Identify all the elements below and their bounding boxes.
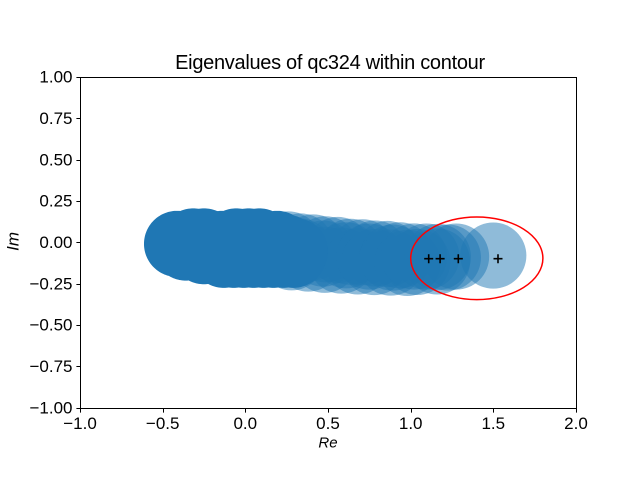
svg-text:2.0: 2.0 — [564, 414, 588, 433]
svg-text:0.50: 0.50 — [39, 150, 72, 169]
svg-text:Re: Re — [318, 435, 337, 452]
svg-text:0.00: 0.00 — [39, 233, 72, 252]
svg-text:−1.00: −1.00 — [29, 398, 72, 417]
svg-text:0.75: 0.75 — [39, 109, 72, 128]
svg-text:0.0: 0.0 — [233, 414, 257, 433]
svg-text:Eigenvalues of qc324 within co: Eigenvalues of qc324 within contour — [175, 52, 485, 74]
svg-text:0.25: 0.25 — [39, 192, 72, 211]
svg-text:−0.5: −0.5 — [146, 414, 180, 433]
svg-text:−0.25: −0.25 — [29, 274, 72, 293]
svg-text:−0.50: −0.50 — [29, 316, 72, 335]
svg-text:1.00: 1.00 — [39, 68, 72, 87]
svg-text:1.0: 1.0 — [399, 414, 423, 433]
svg-text:Im: Im — [4, 232, 23, 251]
svg-text:−0.75: −0.75 — [29, 357, 72, 376]
svg-text:1.5: 1.5 — [481, 414, 505, 433]
svg-text:0.5: 0.5 — [316, 414, 340, 433]
svg-text:−1.0: −1.0 — [63, 414, 97, 433]
